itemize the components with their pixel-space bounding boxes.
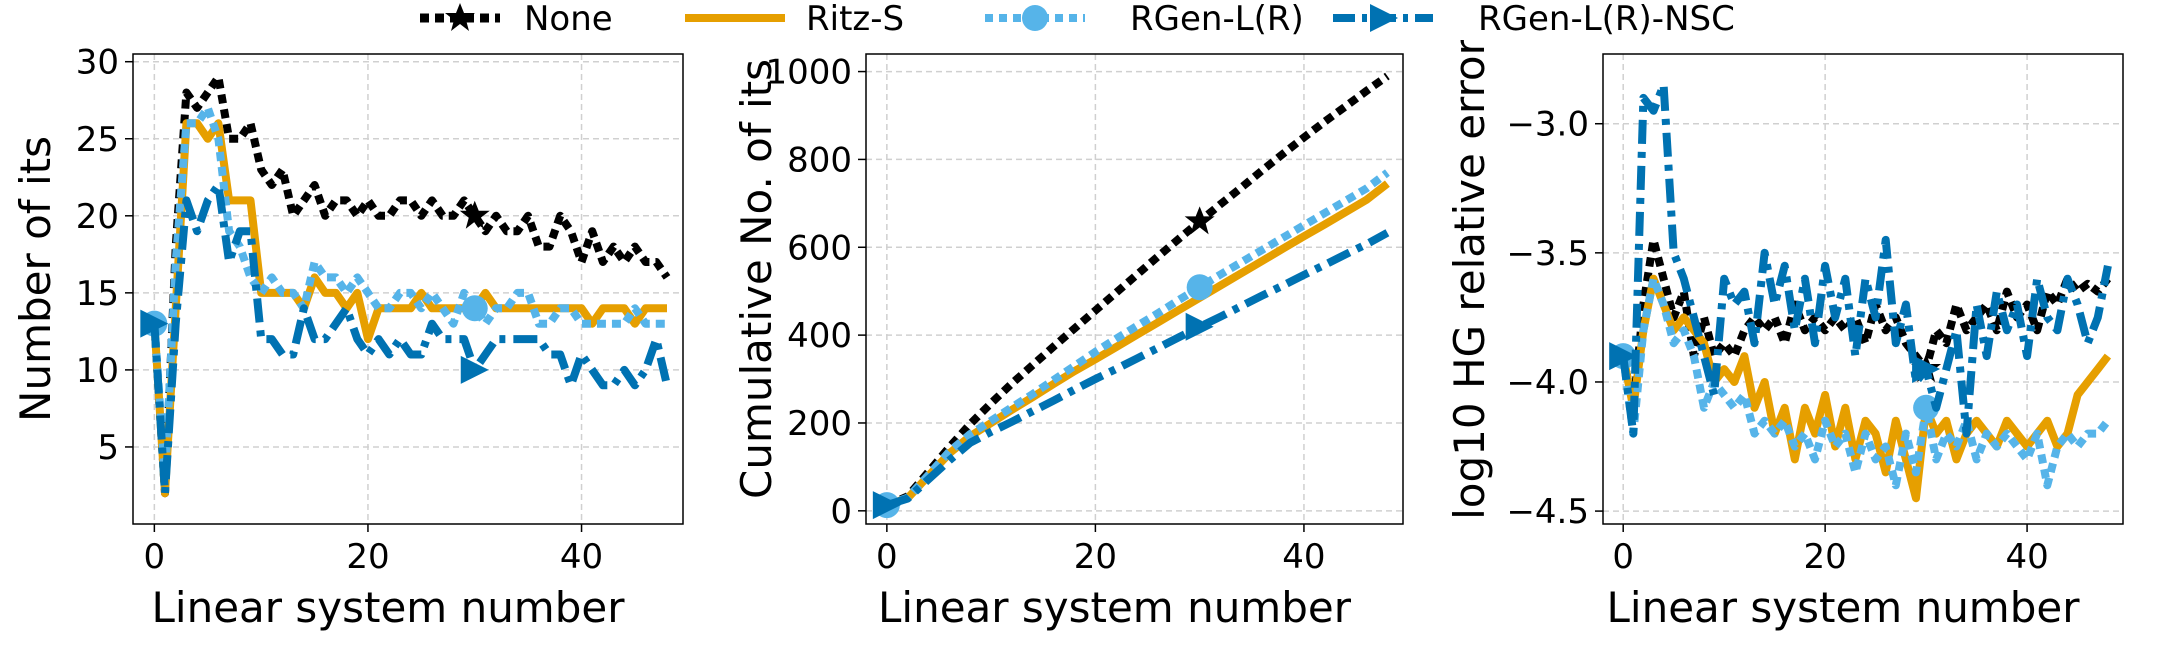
- x-axis-label: Linear system number: [152, 583, 626, 632]
- x-tick-label: 0: [1612, 537, 1634, 577]
- panel-hg-relative-error: 0 20 40 −4.5 −4.0 −3.5 −3.0 Linear system numbe…: [1445, 40, 2124, 632]
- y-tick-label: 1000: [765, 53, 852, 93]
- y-tick-label: −3.5: [1506, 234, 1589, 274]
- series-line-rgen-l-r-nsc: [150, 181, 671, 498]
- marker-rgen-l-r: [1186, 274, 1213, 301]
- y-tick-label: 400: [787, 316, 852, 356]
- x-tick-label: 40: [1282, 537, 1325, 577]
- series-line-rgen-l-r: [885, 169, 1390, 509]
- series-line-none: [885, 72, 1390, 509]
- y-tick-label: 200: [787, 404, 852, 444]
- legend-item-ritz-s: Ritz-S: [685, 0, 904, 39]
- y-tick-label: 25: [76, 120, 119, 160]
- y-tick-label: −4.0: [1506, 363, 1589, 403]
- series-line-ritz-s: [150, 119, 667, 498]
- marker-rgen-l-r-nsc: [1609, 342, 1638, 371]
- y-tick-label: 30: [76, 43, 119, 83]
- y-axis-label: log10 HG relative error: [1445, 40, 1494, 520]
- marker-none: [459, 200, 490, 229]
- y-tick-label: 10: [76, 351, 119, 391]
- x-tick-label: 0: [144, 537, 166, 577]
- y-tick-label: 600: [787, 228, 852, 268]
- y-axis-label: Number of its: [11, 136, 60, 422]
- marker-rgen-l-r-nsc: [140, 309, 169, 338]
- legend-triangle-icon: [1370, 4, 1398, 32]
- marker-rgen-l-r: [461, 295, 488, 322]
- plot-frame: [865, 53, 1404, 525]
- x-axis-label: Linear system number: [878, 583, 1352, 632]
- legend-item-none: None: [420, 0, 613, 39]
- y-tick-label: 15: [76, 274, 119, 314]
- legend-label-rgen-l-r: RGen-L(R): [1130, 0, 1304, 39]
- series-line-rgen-l-r-nsc: [1619, 81, 2112, 438]
- plot-frame: [1602, 53, 2124, 525]
- series-line-rgen-l-r-nsc: [885, 229, 1390, 509]
- legend-item-rgen-l-r: RGen-L(R): [985, 0, 1304, 39]
- legend-star-icon: [445, 3, 475, 31]
- legend-circle-icon: [1022, 5, 1048, 31]
- x-tick-label: 40: [2005, 537, 2048, 577]
- y-axis-label: Cumulative No. of its: [732, 59, 781, 499]
- legend-item-rgen-l-r-nsc: RGen-L(R)-NSC: [1333, 0, 1735, 39]
- marker-none: [1184, 206, 1215, 235]
- legend-label-none: None: [524, 0, 613, 39]
- series-line-rgen-l-r: [150, 103, 667, 482]
- x-tick-label: 20: [346, 537, 389, 577]
- legend-label-rgen-l-r-nsc: RGen-L(R)-NSC: [1478, 0, 1735, 39]
- series-line-none: [150, 73, 671, 498]
- y-tick-label: −4.5: [1506, 492, 1589, 532]
- x-tick-label: 40: [560, 537, 603, 577]
- panel-iterations: 0 20 40 5 10 15 20 25 30 Linear system number Numb…: [11, 43, 684, 632]
- y-tick-label: 800: [787, 140, 852, 180]
- series-line-rgen-l-r: [1619, 274, 2112, 490]
- marker-rgen-l-r-nsc: [1912, 355, 1941, 384]
- y-tick-label: 0: [830, 492, 852, 532]
- plot-frame: [132, 53, 684, 525]
- legend: None Ritz-S RGen-L(R) RGen-L(R)-NSC: [420, 0, 1735, 39]
- series-line-ritz-s: [1619, 274, 2112, 503]
- legend-label-ritz-s: Ritz-S: [806, 0, 904, 39]
- marker-rgen-l-r-nsc: [1185, 312, 1214, 341]
- x-axis-label: Linear system number: [1607, 583, 2081, 632]
- y-tick-label: 20: [76, 197, 119, 237]
- x-tick-label: 0: [876, 537, 898, 577]
- y-tick-label: −3.0: [1506, 105, 1589, 145]
- y-tick-label: 5: [97, 428, 119, 468]
- x-tick-label: 20: [1074, 537, 1117, 577]
- series-line-none: [1619, 235, 2112, 412]
- x-tick-label: 20: [1804, 537, 1847, 577]
- series-line-ritz-s: [885, 180, 1390, 509]
- marker-rgen-l-r-nsc: [872, 491, 901, 520]
- marker-rgen-l-r-nsc: [460, 355, 489, 384]
